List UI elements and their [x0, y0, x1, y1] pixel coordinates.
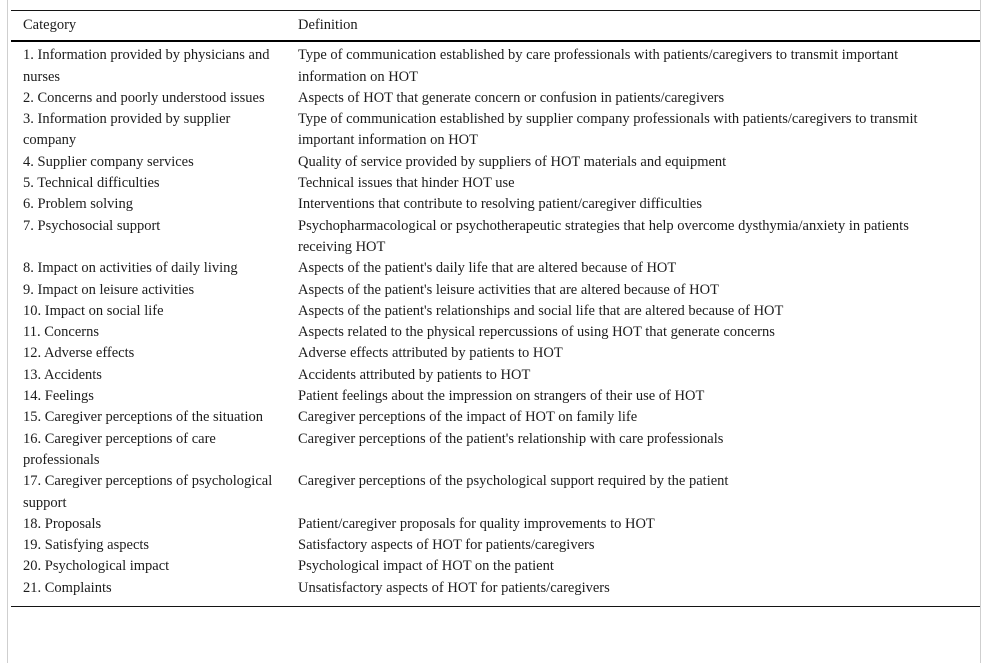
definition-cell: Technical issues that hinder HOT use: [298, 175, 515, 192]
category-cell: 9. Impact on leisure activities: [23, 281, 195, 298]
column-header-definition: Definition: [298, 10, 980, 43]
table-row: 21. Complaints Unsatisfactory aspects of…: [11, 578, 980, 607]
definition-cell: Patient feelings about the impression on…: [298, 388, 705, 405]
definition-cell: Psychopharmacological or psychotherapeut…: [298, 217, 909, 255]
category-cell: 8. Impact on activities of daily living: [23, 260, 238, 277]
category-cell: 3. Information provided by supplier comp…: [23, 111, 231, 149]
definition-cell: Interventions that contribute to resolvi…: [298, 196, 702, 213]
table-row: 13. Accidents Accidents attributed by pa…: [11, 365, 980, 386]
table-row: 11. Concerns Aspects related to the phys…: [11, 322, 980, 343]
category-cell: 11. Concerns: [23, 324, 99, 341]
category-cell: 12. Adverse effects: [23, 345, 135, 362]
table-row: 16. Caregiver perceptions of care profes…: [11, 429, 980, 472]
table-row: 8. Impact on activities of daily living …: [11, 258, 980, 279]
definition-cell: Accidents attributed by patients to HOT: [298, 366, 531, 383]
table-row: 14. Feelings Patient feelings about the …: [11, 386, 980, 407]
table-row: 3. Information provided by supplier comp…: [11, 109, 980, 152]
table-row: 4. Supplier company services Quality of …: [11, 152, 980, 173]
category-cell: 14. Feelings: [23, 388, 94, 405]
definition-cell: Caregiver perceptions of the patient's r…: [298, 430, 724, 447]
definition-cell: Satisfactory aspects of HOT for patients…: [298, 537, 595, 554]
category-cell: 21. Complaints: [23, 579, 112, 596]
category-cell: 5. Technical difficulties: [23, 175, 160, 192]
table-row: 17. Caregiver perceptions of psychologic…: [11, 471, 980, 514]
definition-cell: Unsatisfactory aspects of HOT for patien…: [298, 579, 610, 596]
table-row: 12. Adverse effects Adverse effects attr…: [11, 343, 980, 364]
definition-cell: Aspects of the patient's relationships a…: [298, 302, 784, 319]
definition-cell: Aspects related to the physical repercus…: [298, 324, 775, 341]
table-row: 18. Proposals Patient/caregiver proposal…: [11, 514, 980, 535]
definition-cell: Psychological impact of HOT on the patie…: [298, 558, 554, 575]
table-row: 10. Impact on social life Aspects of the…: [11, 301, 980, 322]
categories-definitions-table: Category Definition 1. Information provi…: [11, 10, 980, 608]
definition-cell: Quality of service provided by suppliers…: [298, 153, 727, 170]
table-row: 6. Problem solving Interventions that co…: [11, 194, 980, 215]
table-row: 15. Caregiver perceptions of the situati…: [11, 407, 980, 428]
definition-cell: Caregiver perceptions of the psychologic…: [298, 473, 729, 490]
definition-cell: Aspects of the patient's daily life that…: [298, 260, 677, 277]
category-cell: 4. Supplier company services: [23, 153, 194, 170]
category-cell: 18. Proposals: [23, 515, 102, 532]
table-row: 19. Satisfying aspects Satisfactory aspe…: [11, 535, 980, 556]
category-cell: 6. Problem solving: [23, 196, 133, 213]
category-cell: 16. Caregiver perceptions of care profes…: [23, 430, 216, 468]
definition-cell: Aspects of HOT that generate concern or …: [298, 89, 725, 106]
definition-cell: Patient/caregiver proposals for quality …: [298, 515, 655, 532]
table-row: 9. Impact on leisure activities Aspects …: [11, 280, 980, 301]
table-row: 2. Concerns and poorly understood issues…: [11, 88, 980, 109]
definition-cell: Caregiver perceptions of the impact of H…: [298, 409, 638, 426]
category-cell: 17. Caregiver perceptions of psychologic…: [23, 473, 273, 511]
paper-table-figure: Category Definition 1. Information provi…: [7, 0, 981, 663]
table-row: 20. Psychological impact Psychological i…: [11, 556, 980, 577]
column-header-category: Category: [11, 10, 298, 43]
category-cell: 20. Psychological impact: [23, 558, 170, 575]
table-row: 7. Psychosocial support Psychopharmacolo…: [11, 216, 980, 259]
table-row: 1. Information provided by physicians an…: [11, 41, 980, 88]
definition-cell: Type of communication established by sup…: [298, 111, 918, 149]
definition-cell: Aspects of the patient's leisure activit…: [298, 281, 719, 298]
table-row: 5. Technical difficulties Technical issu…: [11, 173, 980, 194]
category-cell: 13. Accidents: [23, 366, 102, 383]
header-row: Category Definition: [11, 10, 980, 43]
category-cell: 2. Concerns and poorly understood issues: [23, 89, 265, 106]
category-cell: 19. Satisfying aspects: [23, 537, 150, 554]
definition-cell: Type of communication established by car…: [298, 47, 899, 85]
definition-cell: Adverse effects attributed by patients t…: [298, 345, 563, 362]
category-cell: 15. Caregiver perceptions of the situati…: [23, 409, 263, 426]
category-cell: 7. Psychosocial support: [23, 217, 161, 234]
category-cell: 1. Information provided by physicians an…: [23, 47, 270, 85]
category-cell: 10. Impact on social life: [23, 302, 164, 319]
